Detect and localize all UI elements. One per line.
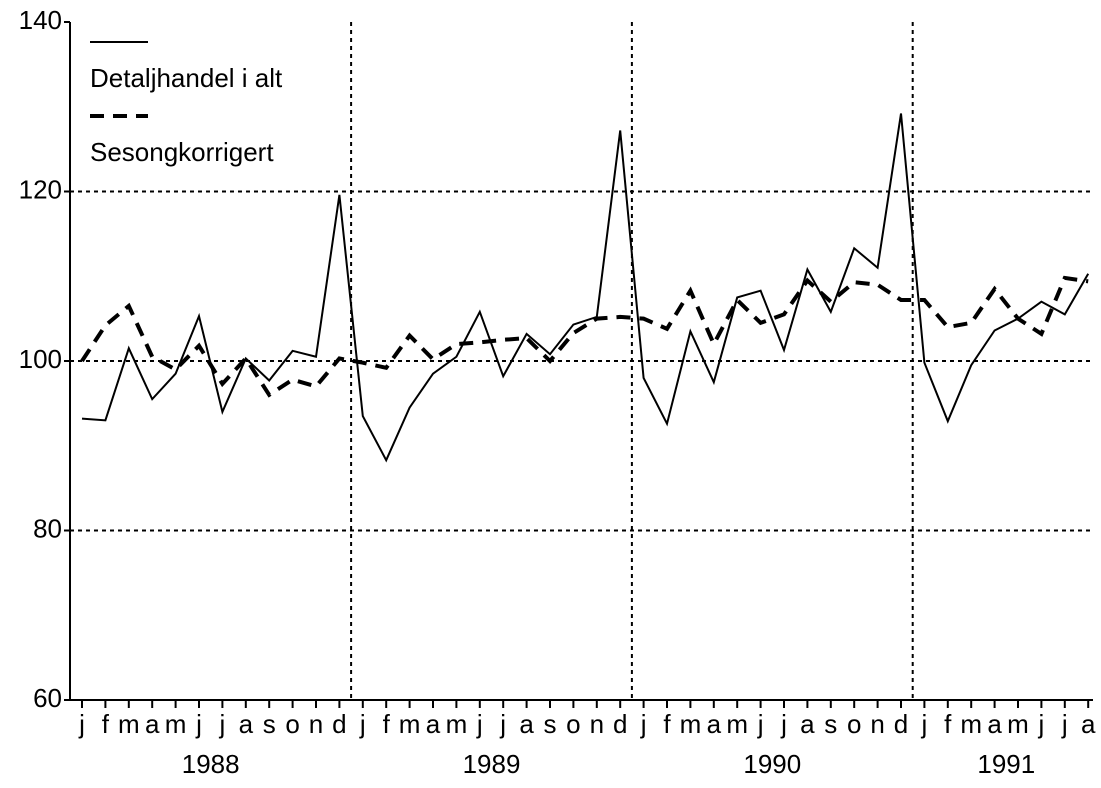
x-tick-label: a xyxy=(239,709,254,739)
x-tick-label: o xyxy=(285,709,299,739)
x-tick-label: m xyxy=(118,709,140,739)
x-tick-label: o xyxy=(566,709,580,739)
y-tick-label: 140 xyxy=(19,5,62,35)
x-tick-label: d xyxy=(894,709,908,739)
x-tick-label: j xyxy=(499,709,506,739)
year-label: 1989 xyxy=(463,749,521,779)
x-tick-label: j xyxy=(1061,709,1068,739)
x-tick-label: m xyxy=(960,709,982,739)
x-tick-label: f xyxy=(383,709,391,739)
x-tick-label: o xyxy=(847,709,861,739)
x-tick-label: n xyxy=(590,709,604,739)
x-tick-label: f xyxy=(102,709,110,739)
x-tick-label: a xyxy=(987,709,1002,739)
x-tick-label: n xyxy=(870,709,884,739)
y-tick-label: 120 xyxy=(19,174,62,204)
x-tick-label: m xyxy=(165,709,187,739)
x-tick-label: s xyxy=(263,709,276,739)
x-tick-label: s xyxy=(824,709,837,739)
x-tick-label: j xyxy=(78,709,85,739)
x-tick-label: m xyxy=(1007,709,1029,739)
x-tick-label: m xyxy=(726,709,748,739)
x-tick-label: a xyxy=(707,709,722,739)
x-tick-label: m xyxy=(399,709,421,739)
x-tick-label: f xyxy=(944,709,952,739)
data-line xyxy=(80,275,1089,398)
year-label: 1990 xyxy=(743,749,801,779)
x-tick-label: j xyxy=(1038,709,1045,739)
x-tick-label: a xyxy=(519,709,534,739)
x-tick-label: a xyxy=(145,709,160,739)
x-tick-label: j xyxy=(359,709,366,739)
legend: Detaljhandel i alt Sesongkorrigert xyxy=(90,41,283,167)
x-tick-label: d xyxy=(332,709,346,739)
x-tick-label: j xyxy=(219,709,226,739)
y-tick-label: 60 xyxy=(33,683,62,713)
x-tick-label: s xyxy=(544,709,557,739)
x-tick-label: a xyxy=(800,709,815,739)
x-tick-label: a xyxy=(1081,709,1096,739)
x-tick-label: j xyxy=(780,709,787,739)
x-tick-label: a xyxy=(426,709,441,739)
y-tick-label: 80 xyxy=(33,513,62,543)
legend-label: Detaljhandel i alt xyxy=(90,63,283,93)
year-label: 1991 xyxy=(977,749,1035,779)
x-tick-label: j xyxy=(476,709,483,739)
x-tick-label: m xyxy=(680,709,702,739)
x-tick-label: j xyxy=(757,709,764,739)
x-tick-label: j xyxy=(921,709,928,739)
x-tick-label: m xyxy=(446,709,468,739)
legend-label: Sesongkorrigert xyxy=(90,137,274,167)
y-tick-label: 100 xyxy=(19,344,62,374)
x-tick-label: f xyxy=(663,709,671,739)
year-label: 1988 xyxy=(182,749,240,779)
x-tick-label: n xyxy=(309,709,323,739)
x-tick-label: j xyxy=(195,709,202,739)
data-line xyxy=(81,113,1090,463)
x-tick-label: d xyxy=(613,709,627,739)
x-tick-label: j xyxy=(640,709,647,739)
